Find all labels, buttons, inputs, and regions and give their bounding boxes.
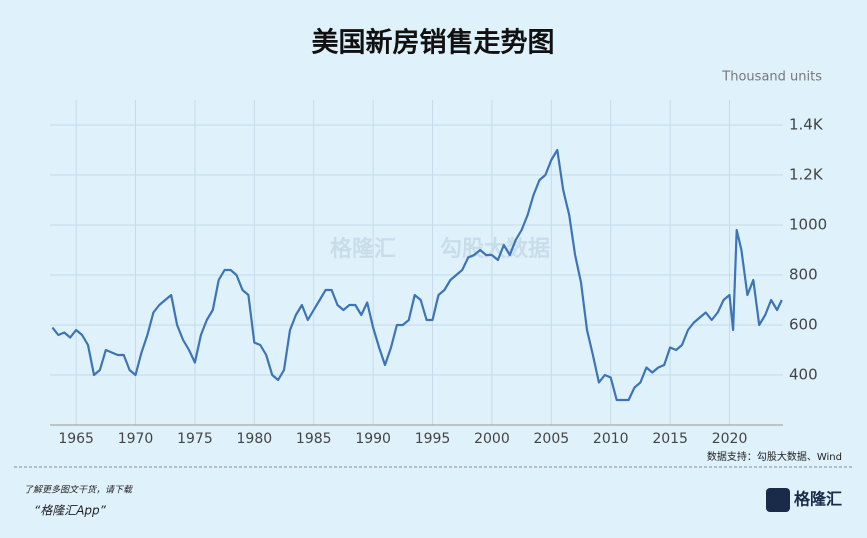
- x-tick-label: 2020: [712, 431, 748, 447]
- logo: 格隆汇: [794, 490, 842, 509]
- watermark: 格隆汇: [330, 236, 396, 262]
- x-tick-label: 1995: [415, 431, 451, 447]
- y-tick-label: 600: [789, 316, 818, 334]
- footer-app: “格隆汇App”: [34, 504, 107, 518]
- x-tick-label: 1990: [355, 431, 391, 447]
- source: 数据支持：勾股大数据、Wind: [707, 450, 842, 463]
- y-tick-label: 1.4K: [789, 116, 824, 134]
- x-tick-label: 1980: [237, 431, 273, 447]
- y-tick-label: 1000: [789, 216, 827, 234]
- x-tick-label: 2010: [593, 431, 629, 447]
- x-tick-label: 2015: [652, 431, 688, 447]
- x-tick-label: 1985: [296, 431, 332, 447]
- y-tick-label: 800: [789, 266, 818, 284]
- line: [51, 148, 783, 402]
- y-tick-label: 400: [789, 366, 818, 384]
- y-tick-label: 1.2K: [789, 166, 824, 184]
- x-tick-label: 1970: [118, 431, 154, 447]
- logo-icon: [766, 488, 790, 512]
- axis-label: Thousand units: [721, 70, 822, 85]
- x-tick-label: 1965: [58, 431, 94, 447]
- x-tick-label: 2000: [474, 431, 510, 447]
- footer-note: 了解更多图文干货，请下载: [24, 485, 133, 496]
- x-tick-label: 2005: [534, 431, 570, 447]
- x-tick-label: 1975: [177, 431, 213, 447]
- chart-title: 美国新房销售走势图: [312, 27, 555, 59]
